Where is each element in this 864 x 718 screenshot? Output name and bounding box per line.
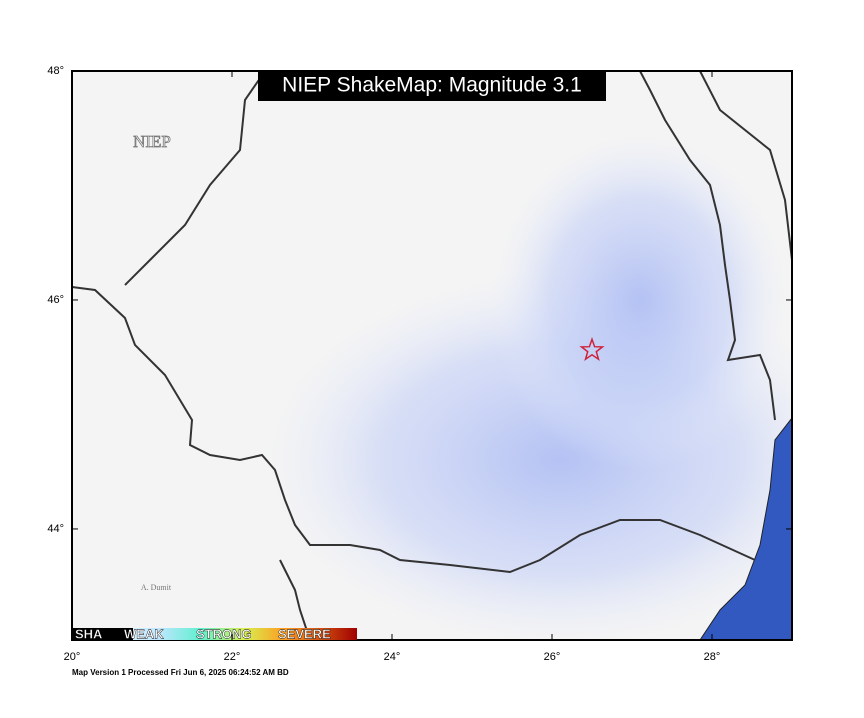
legend-label: STRONG: [196, 626, 252, 641]
credit: A. Dumit: [141, 583, 172, 592]
map-title: NIEP ShakeMap: Magnitude 3.1: [282, 74, 582, 97]
x-tick-label: 28°: [704, 651, 721, 663]
map-area: [72, 71, 792, 640]
epicenter: [579, 337, 605, 361]
borders: [72, 71, 792, 640]
footer: Map Version 1 Processed Fri Jun 6, 2025 …: [72, 668, 289, 677]
y-tick-label: 46°: [47, 294, 64, 306]
y-tick-label: 48°: [47, 65, 64, 77]
title-box: [258, 71, 606, 101]
scale-label-bg: [73, 628, 133, 640]
watermark: NIEP: [133, 132, 171, 151]
x-tick-label: 22°: [224, 651, 241, 663]
shaking-zone: [490, 130, 790, 470]
intensity-scale: [73, 628, 357, 640]
x-tick-label: 20°: [64, 651, 81, 663]
legend-label: SEVERE: [278, 626, 331, 641]
x-tick-label: 24°: [384, 651, 401, 663]
legend-label: WEAK: [124, 626, 164, 641]
black-sea: [699, 417, 792, 640]
legend-label: SHA: [75, 626, 103, 641]
y-tick-label: 44°: [47, 523, 64, 535]
x-tick-label: 26°: [544, 651, 561, 663]
